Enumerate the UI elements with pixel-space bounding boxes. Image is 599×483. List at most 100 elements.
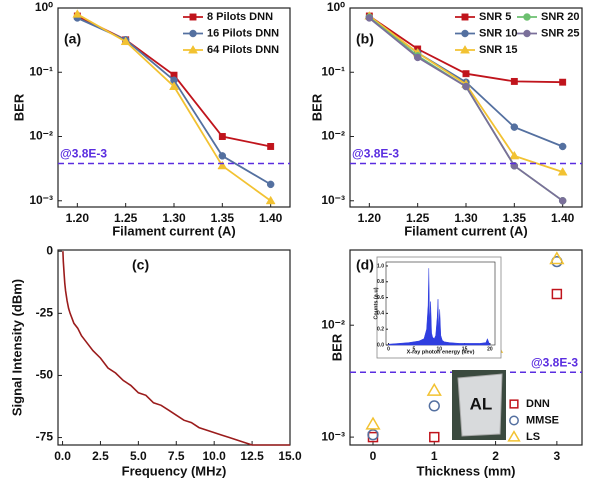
x-tick-label: 1.35 bbox=[211, 211, 235, 225]
threshold-label: @3.8E-3 bbox=[531, 355, 578, 369]
x-axis-label: Filament current (A) bbox=[112, 223, 236, 238]
marker bbox=[365, 14, 374, 22]
marker bbox=[426, 382, 442, 396]
x-tick-label: 15 bbox=[462, 346, 468, 352]
y-tick-label: 10⁻³ bbox=[321, 429, 345, 443]
marker bbox=[509, 150, 520, 160]
legend-label: MMSE bbox=[526, 414, 559, 426]
y-tick-label: 0.2 bbox=[377, 327, 384, 333]
marker bbox=[367, 429, 379, 441]
marker bbox=[507, 430, 521, 442]
marker bbox=[510, 123, 519, 131]
x-tick-label: 1.35 bbox=[503, 211, 527, 225]
y-tick-label: -50 bbox=[36, 368, 54, 382]
legend-label: 64 Pilots DNN bbox=[207, 44, 279, 56]
x-axis-label: Frequency (MHz) bbox=[122, 463, 227, 478]
marker bbox=[551, 288, 563, 300]
y-tick-label: 1.0 bbox=[377, 263, 384, 269]
marker bbox=[120, 36, 131, 46]
y-tick-label: 0.0 bbox=[377, 342, 384, 348]
y-tick-label: 10⁻¹ bbox=[29, 64, 53, 78]
x-tick-label: 5 bbox=[412, 346, 415, 352]
x-tick-label: 7.5 bbox=[168, 449, 185, 463]
panel-label: (a) bbox=[64, 31, 81, 47]
y-tick-label: 0.6 bbox=[377, 295, 384, 301]
marker bbox=[557, 167, 568, 176]
marker bbox=[428, 400, 440, 412]
y-tick-label: 10⁻³ bbox=[321, 193, 345, 207]
y-tick-label: 10⁻² bbox=[321, 129, 345, 143]
marker bbox=[460, 45, 470, 54]
legend-label: 8 Pilots DNN bbox=[207, 11, 273, 23]
x-axis-label: X-ray photon energy (kev) bbox=[407, 349, 475, 355]
x-tick-label: 1.20 bbox=[66, 211, 90, 225]
series-line bbox=[76, 13, 272, 202]
y-tick-label: 0.4 bbox=[377, 311, 384, 317]
x-tick-label: 0 bbox=[370, 449, 377, 463]
marker bbox=[461, 13, 469, 21]
marker bbox=[365, 416, 381, 430]
threshold-label: @3.8E-3 bbox=[60, 147, 107, 161]
y-axis-label: Counts (a.u) bbox=[373, 287, 379, 319]
sample-photo: AL bbox=[452, 370, 506, 440]
series-line bbox=[62, 251, 290, 446]
marker bbox=[509, 415, 519, 426]
marker bbox=[72, 9, 83, 18]
x-tick-label: 10.0 bbox=[203, 449, 227, 463]
marker bbox=[266, 180, 275, 189]
x-tick-label: 1.40 bbox=[259, 211, 283, 225]
y-axis-label: Signal Intensity (dBm) bbox=[9, 279, 24, 416]
marker bbox=[558, 142, 567, 151]
legend-label: SNR 20 bbox=[541, 11, 580, 23]
y-axis-label: BER bbox=[329, 333, 344, 361]
legend-label: SNR 15 bbox=[479, 44, 518, 56]
marker bbox=[189, 13, 197, 21]
marker bbox=[523, 13, 531, 21]
legend-label: SNR 10 bbox=[479, 27, 518, 39]
marker bbox=[523, 29, 531, 38]
y-tick-label: 10⁻² bbox=[321, 317, 345, 331]
photo-label: AL bbox=[470, 394, 493, 413]
x-tick-label: 1.40 bbox=[551, 211, 575, 225]
x-tick-label: 1 bbox=[431, 449, 438, 463]
y-tick-label: 10⁻³ bbox=[29, 193, 53, 207]
marker bbox=[413, 53, 422, 62]
panel-label: (d) bbox=[356, 257, 374, 273]
marker bbox=[188, 45, 198, 54]
x-tick-label: 0 bbox=[387, 346, 390, 352]
y-axis-label: BER bbox=[309, 93, 324, 121]
y-tick-label: 0.8 bbox=[377, 279, 384, 285]
marker bbox=[169, 81, 179, 90]
y-tick-label: 10⁻² bbox=[29, 129, 53, 143]
marker bbox=[265, 195, 276, 205]
x-tick-label: 1.20 bbox=[358, 211, 382, 225]
y-axis-label: BER bbox=[11, 93, 26, 121]
marker bbox=[509, 399, 519, 409]
marker bbox=[218, 152, 227, 160]
x-axis-label: Filament current (A) bbox=[404, 223, 528, 238]
y-tick-label: 10⁻¹ bbox=[321, 64, 345, 78]
legend-label: SNR 25 bbox=[541, 27, 580, 39]
axis-frame bbox=[349, 249, 583, 446]
y-tick-label: 0 bbox=[46, 243, 53, 257]
x-tick-label: 3 bbox=[554, 449, 561, 463]
marker bbox=[461, 29, 469, 38]
x-tick-label: 10 bbox=[436, 346, 442, 352]
marker bbox=[462, 70, 470, 78]
x-tick-label: 2 bbox=[492, 449, 499, 463]
threshold-label: @3.8E-3 bbox=[352, 147, 399, 161]
marker bbox=[549, 251, 565, 265]
y-tick-label: 10⁰ bbox=[327, 0, 345, 14]
marker bbox=[217, 160, 228, 170]
panel-label: (b) bbox=[356, 31, 374, 47]
x-tick-label: 1.25 bbox=[114, 211, 138, 225]
x-tick-label: 20 bbox=[487, 346, 493, 352]
x-tick-label: 1.25 bbox=[406, 211, 430, 225]
legend-label: DNN bbox=[526, 398, 550, 410]
y-tick-label: -25 bbox=[36, 306, 54, 320]
axis-frame bbox=[57, 249, 291, 446]
legend-label: 16 Pilots DNN bbox=[207, 27, 279, 39]
legend-label: SNR 5 bbox=[479, 11, 511, 23]
x-tick-label: 0.0 bbox=[54, 449, 71, 463]
